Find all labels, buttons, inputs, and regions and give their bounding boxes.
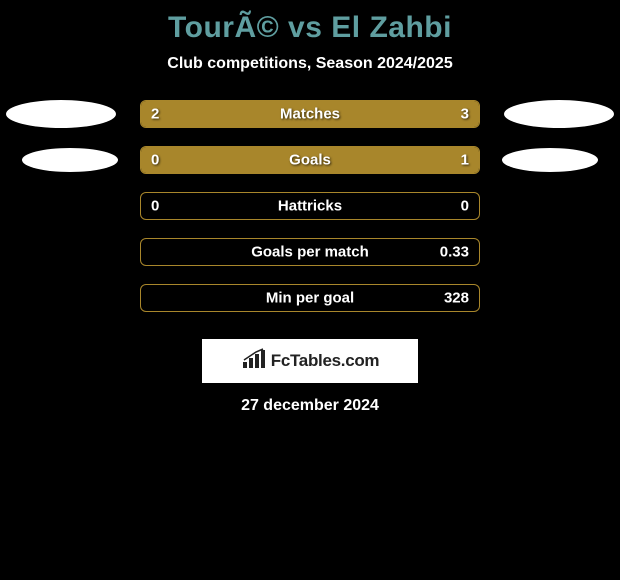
stat-row: 01Goals bbox=[0, 137, 620, 183]
stat-row: 23Matches bbox=[0, 91, 620, 137]
stat-label: Goals per match bbox=[141, 244, 479, 261]
player-left-marker bbox=[22, 148, 118, 172]
stat-bar: 00Hattricks bbox=[140, 192, 480, 220]
stat-bar: 0.33Goals per match bbox=[140, 238, 480, 266]
stat-row: 0.33Goals per match bbox=[0, 229, 620, 275]
stat-bar: 23Matches bbox=[140, 100, 480, 128]
stat-label: Matches bbox=[141, 106, 479, 123]
player-left-marker bbox=[6, 100, 116, 128]
subtitle: Club competitions, Season 2024/2025 bbox=[0, 55, 620, 73]
stat-row: 00Hattricks bbox=[0, 183, 620, 229]
player-right-marker bbox=[504, 100, 614, 128]
chart-icon bbox=[241, 348, 267, 375]
stat-label: Min per goal bbox=[141, 290, 479, 307]
player-right-marker bbox=[502, 148, 598, 172]
stat-bar: 328Min per goal bbox=[140, 284, 480, 312]
stat-bar: 01Goals bbox=[140, 146, 480, 174]
date-text: 27 december 2024 bbox=[0, 397, 620, 415]
page-title: TourÃ© vs El Zahbi bbox=[0, 5, 620, 47]
stat-label: Goals bbox=[141, 152, 479, 169]
stat-label: Hattricks bbox=[141, 198, 479, 215]
stat-rows-container: 23Matches 01Goals 00Hattricks 0.33Goals per… bbox=[0, 91, 620, 321]
stats-comparison-widget: TourÃ© vs El Zahbi Club competitions, Se… bbox=[0, 0, 620, 580]
source-badge[interactable]: FcTables.com bbox=[202, 339, 418, 383]
badge-text: FcTables.com bbox=[271, 351, 380, 371]
stat-row: 328Min per goal bbox=[0, 275, 620, 321]
